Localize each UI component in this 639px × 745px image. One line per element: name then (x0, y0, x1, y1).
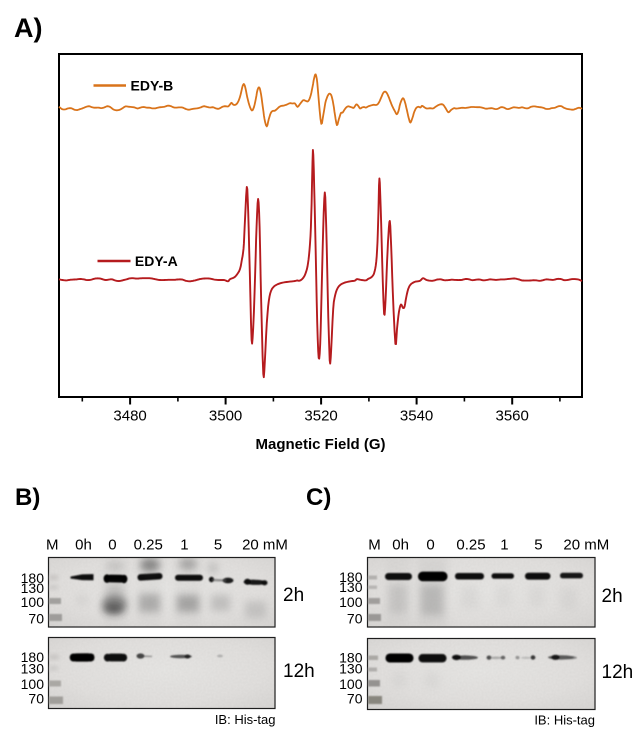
svg-text:0: 0 (108, 537, 116, 554)
svg-text:70: 70 (347, 691, 363, 707)
svg-text:M: M (46, 537, 59, 554)
svg-text:5: 5 (214, 537, 222, 554)
svg-text:2h: 2h (602, 586, 623, 607)
svg-text:0.25: 0.25 (456, 537, 485, 554)
svg-text:100: 100 (21, 594, 45, 610)
svg-text:1: 1 (180, 537, 188, 554)
svg-text:3500: 3500 (209, 408, 242, 425)
svg-text:12h: 12h (283, 661, 315, 682)
svg-text:3520: 3520 (304, 408, 337, 425)
svg-text:1: 1 (500, 537, 508, 554)
svg-text:130: 130 (339, 661, 363, 677)
svg-text:IB: His-tag: IB: His-tag (534, 712, 595, 727)
svg-text:EDY-B: EDY-B (131, 78, 174, 94)
svg-text:2h: 2h (283, 585, 304, 606)
svg-text:100: 100 (339, 594, 363, 610)
svg-text:3560: 3560 (496, 408, 529, 425)
svg-text:A): A) (14, 13, 43, 43)
svg-text:Magnetic Field (G): Magnetic Field (G) (255, 436, 385, 453)
svg-text:C): C) (306, 484, 331, 511)
svg-text:0: 0 (426, 537, 434, 554)
svg-text:5: 5 (534, 537, 542, 554)
svg-text:70: 70 (347, 611, 363, 627)
svg-text:70: 70 (28, 691, 44, 707)
svg-text:130: 130 (21, 661, 45, 677)
svg-text:0h: 0h (392, 537, 409, 554)
svg-text:IB: His-tag: IB: His-tag (215, 712, 276, 727)
svg-text:0.25: 0.25 (134, 537, 163, 554)
svg-text:EDY-A: EDY-A (135, 253, 178, 269)
svg-text:3480: 3480 (113, 408, 146, 425)
svg-text:0h: 0h (75, 537, 92, 554)
svg-text:70: 70 (28, 611, 44, 627)
svg-text:M: M (368, 537, 381, 554)
svg-text:12h: 12h (602, 662, 634, 683)
svg-text:20 mM: 20 mM (563, 537, 609, 554)
svg-text:130: 130 (339, 579, 363, 595)
svg-text:3540: 3540 (400, 408, 433, 425)
svg-text:B): B) (15, 484, 40, 511)
svg-text:20 mM: 20 mM (242, 537, 288, 554)
